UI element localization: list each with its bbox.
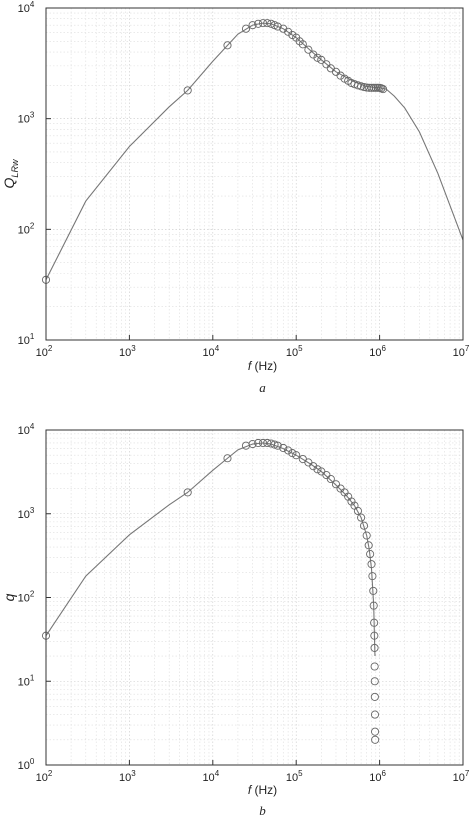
x-axis-label: f (Hz) bbox=[248, 783, 277, 797]
axes-frame bbox=[45, 7, 464, 341]
data-point bbox=[367, 560, 376, 569]
data-point bbox=[365, 83, 374, 92]
x-tick-label: 105 bbox=[286, 769, 303, 784]
x-tick-label: 103 bbox=[119, 769, 136, 784]
data-point bbox=[254, 19, 263, 28]
data-point bbox=[367, 83, 376, 92]
data-point bbox=[258, 19, 268, 28]
x-tick-label: 104 bbox=[202, 344, 219, 359]
data-point bbox=[284, 446, 293, 455]
panel-label: b bbox=[259, 803, 266, 818]
data-point bbox=[263, 19, 272, 28]
y-tick-label: 100 bbox=[18, 757, 35, 772]
series-line bbox=[45, 22, 464, 281]
x-tick-label: 107 bbox=[453, 769, 470, 784]
data-point bbox=[304, 45, 313, 54]
y-tick-label: 102 bbox=[18, 221, 35, 236]
data-point bbox=[359, 521, 369, 530]
data-point bbox=[370, 618, 379, 627]
data-point bbox=[373, 83, 382, 92]
data-point bbox=[183, 86, 192, 95]
data-point bbox=[370, 692, 379, 701]
data-point bbox=[313, 465, 322, 474]
x-tick-label: 104 bbox=[202, 769, 219, 784]
y-tick-label: 101 bbox=[18, 332, 35, 347]
data-point bbox=[370, 662, 379, 671]
data-point bbox=[241, 24, 251, 33]
data-point bbox=[183, 488, 192, 497]
data-point bbox=[273, 22, 282, 31]
x-tick-label: 106 bbox=[369, 769, 386, 784]
data-point bbox=[273, 441, 282, 450]
data-point bbox=[279, 443, 288, 453]
data-point bbox=[369, 601, 378, 610]
data-point bbox=[347, 497, 356, 506]
x-tick-label: 103 bbox=[119, 344, 136, 359]
data-point bbox=[248, 21, 257, 30]
data-point bbox=[258, 438, 268, 448]
data-point bbox=[370, 631, 379, 640]
data-point bbox=[288, 449, 297, 458]
data-point bbox=[317, 55, 326, 64]
data-point bbox=[313, 53, 322, 62]
x-tick-label: 107 bbox=[453, 344, 470, 359]
data-point bbox=[369, 83, 378, 92]
data-point bbox=[248, 439, 257, 449]
y-tick-label: 104 bbox=[18, 0, 35, 15]
data-point bbox=[326, 474, 335, 484]
x-tick-label: 102 bbox=[36, 769, 53, 784]
grid bbox=[45, 430, 463, 766]
data-point bbox=[309, 462, 318, 471]
data-point bbox=[377, 84, 386, 93]
data-point bbox=[336, 71, 345, 80]
y-axis-label: QLRw bbox=[1, 159, 20, 188]
x-tick-label: 106 bbox=[369, 344, 386, 359]
data-point bbox=[223, 41, 232, 50]
data-point bbox=[254, 438, 263, 448]
x-tick-label: 105 bbox=[286, 344, 303, 359]
data-point bbox=[322, 60, 331, 69]
series-markers bbox=[41, 438, 380, 744]
y-tick-label: 101 bbox=[18, 673, 35, 688]
data-point bbox=[362, 531, 371, 540]
x-tick-label: 102 bbox=[36, 344, 53, 359]
data-point bbox=[353, 81, 362, 90]
panel-b: 102 103 104 105 106 107 100 101 102 103 104 f (Hz) q… bbox=[1, 422, 470, 818]
data-point bbox=[379, 85, 388, 94]
data-point bbox=[267, 19, 276, 28]
data-point bbox=[369, 586, 378, 595]
y-tick-label: 102 bbox=[18, 590, 35, 605]
data-point bbox=[357, 82, 366, 91]
y-tick-label: 104 bbox=[18, 422, 35, 437]
data-point bbox=[371, 735, 380, 744]
plot-area bbox=[46, 8, 463, 340]
grid bbox=[45, 8, 463, 341]
data-point bbox=[223, 454, 232, 463]
data-point bbox=[370, 677, 379, 686]
series-markers bbox=[41, 19, 388, 284]
data-point bbox=[371, 727, 380, 736]
y-axis-label: q bbox=[1, 593, 17, 601]
x-axis-label: f (Hz) bbox=[248, 359, 277, 373]
data-point bbox=[364, 541, 373, 550]
y-tick-label: 103 bbox=[18, 506, 35, 521]
data-point bbox=[353, 506, 362, 516]
data-point bbox=[368, 572, 377, 581]
data-point bbox=[370, 710, 380, 719]
data-point bbox=[370, 643, 379, 652]
data-point bbox=[331, 480, 341, 489]
y-tick-label: 103 bbox=[18, 111, 35, 126]
data-point bbox=[322, 470, 331, 480]
data-point bbox=[298, 40, 307, 49]
panel-label: a bbox=[259, 380, 266, 395]
data-point bbox=[292, 451, 301, 460]
data-point bbox=[357, 513, 366, 522]
data-point bbox=[366, 550, 375, 559]
